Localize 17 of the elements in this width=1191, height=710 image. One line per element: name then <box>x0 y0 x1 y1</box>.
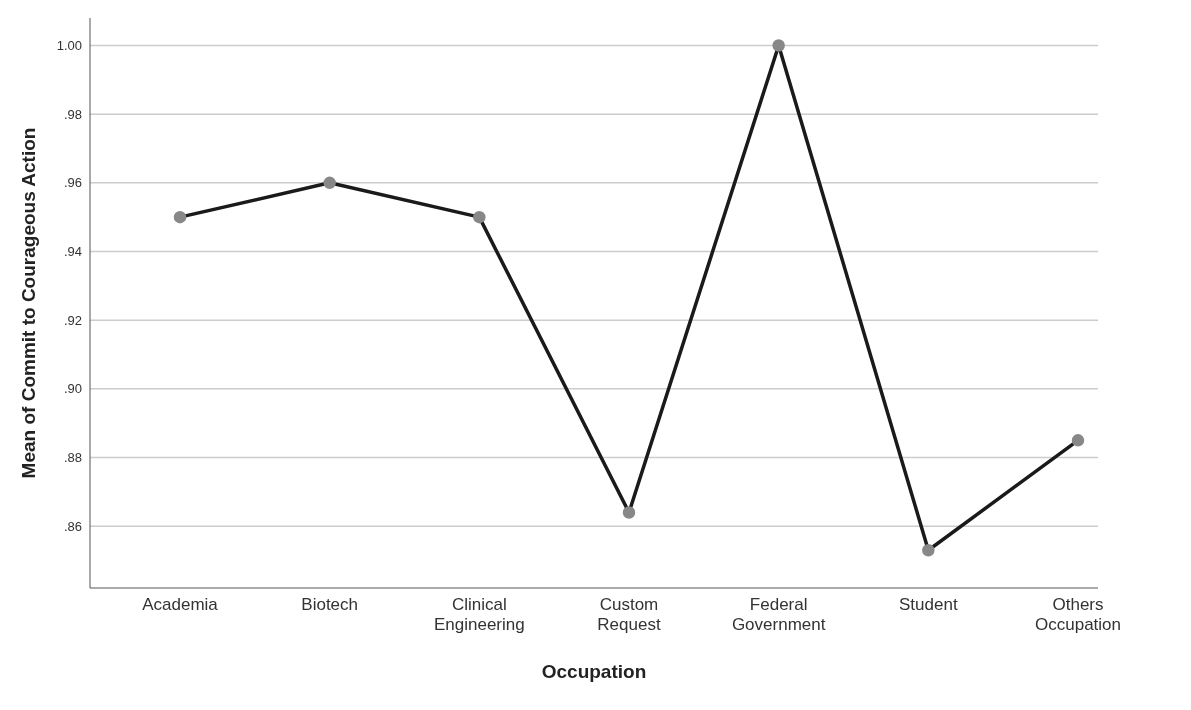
y-tick-label: .88 <box>63 450 82 466</box>
y-tick-label: .90 <box>63 381 82 397</box>
x-tick-label: Federal Government <box>731 595 826 634</box>
y-tick-label: .94 <box>63 244 82 260</box>
y-tick-label: .96 <box>63 175 82 191</box>
x-tick-label: Clinical Engineering <box>433 595 525 634</box>
y-tick-label: 1.00 <box>56 38 82 54</box>
x-tick-label: Student <box>899 595 958 614</box>
x-tick-label: Academia <box>142 595 219 614</box>
x-tick-label: Biotech <box>301 595 359 614</box>
y-tick-label: .86 <box>63 518 82 534</box>
y-axis-title: Mean of Commit to Courageous Action <box>17 127 39 479</box>
y-tick-label: .98 <box>63 106 82 122</box>
x-tick-label: Others Occupation <box>1035 595 1121 634</box>
y-tick-label: .92 <box>63 312 82 328</box>
x-tick-label: Custom Request <box>597 595 661 634</box>
x-axis-title: Occupation <box>541 661 647 682</box>
